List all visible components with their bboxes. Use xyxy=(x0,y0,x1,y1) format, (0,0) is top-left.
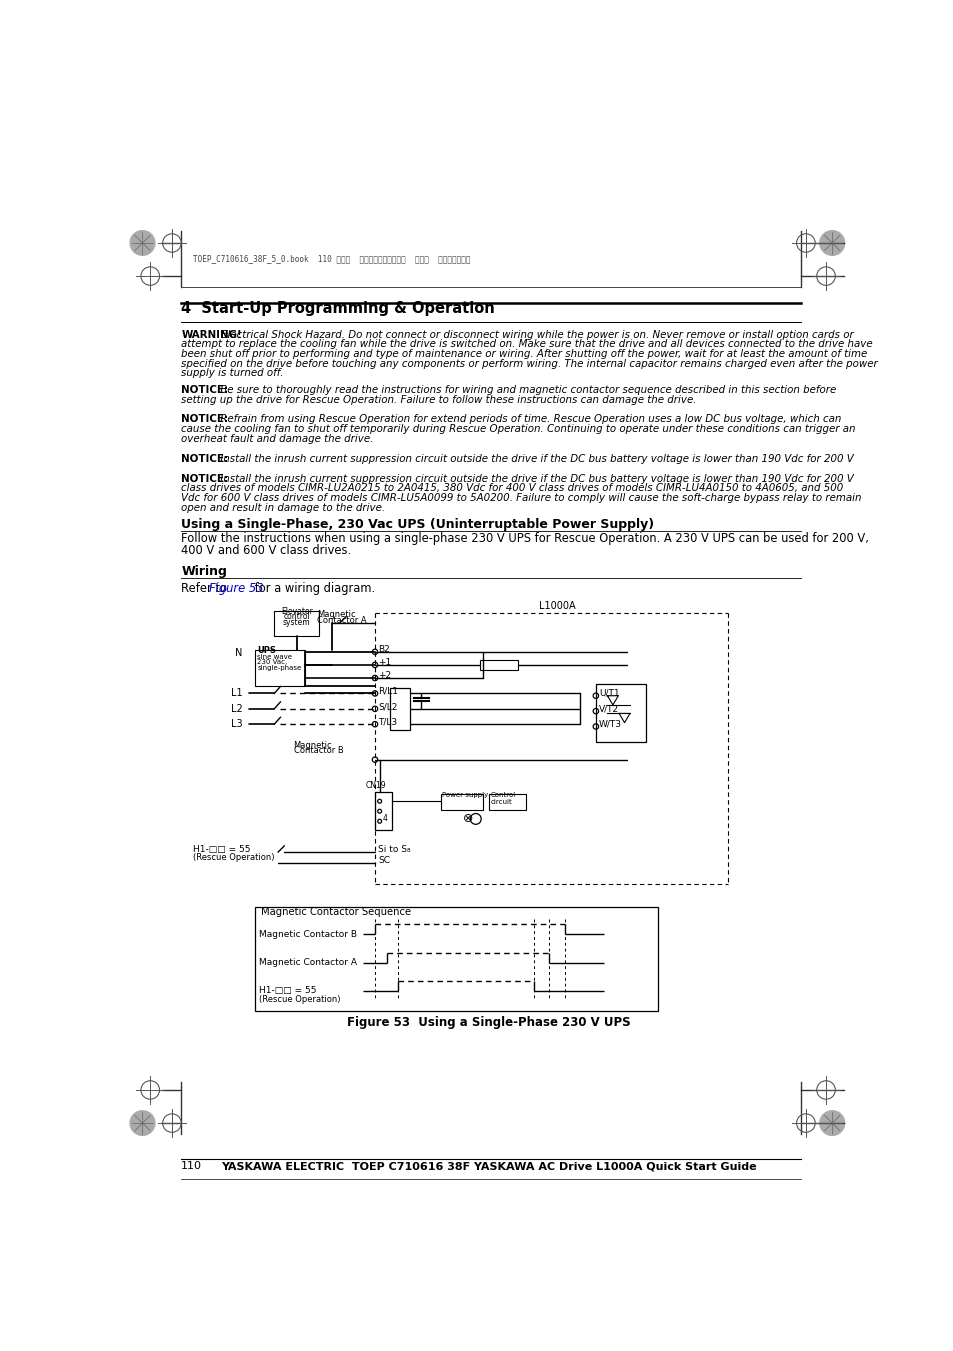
Text: 110: 110 xyxy=(181,1162,202,1171)
Text: 4  Start-Up Programming & Operation: 4 Start-Up Programming & Operation xyxy=(181,301,495,316)
Text: Magnetic: Magnetic xyxy=(294,742,332,750)
Text: NOTICE:: NOTICE: xyxy=(181,454,228,465)
Text: UPS: UPS xyxy=(257,646,275,655)
Text: S/L2: S/L2 xyxy=(377,703,397,711)
Text: Contactor B: Contactor B xyxy=(294,747,343,755)
Text: Elevator: Elevator xyxy=(280,607,313,616)
Text: B2: B2 xyxy=(377,644,390,654)
Text: YASKAWA ELECTRIC  TOEP C710616 38F YASKAWA AC Drive L1000A Quick Start Guide: YASKAWA ELECTRIC TOEP C710616 38F YASKAW… xyxy=(221,1162,756,1171)
Bar xyxy=(254,908,658,1012)
Text: overheat fault and damage the drive.: overheat fault and damage the drive. xyxy=(181,434,374,443)
Text: +1: +1 xyxy=(377,658,391,667)
Text: Si to S₈: Si to S₈ xyxy=(377,846,411,854)
Text: ⊗: ⊗ xyxy=(462,812,473,825)
Text: Magnetic Contactor A: Magnetic Contactor A xyxy=(258,958,356,967)
Text: +2: +2 xyxy=(377,671,391,680)
Text: CN19: CN19 xyxy=(365,781,386,790)
Text: V/T2: V/T2 xyxy=(598,704,618,713)
Bar xyxy=(479,659,517,670)
Text: circuit: circuit xyxy=(490,800,512,805)
Text: supply is turned off.: supply is turned off. xyxy=(181,369,283,378)
Text: Electrical Shock Hazard. Do not connect or disconnect wiring while the power is : Electrical Shock Hazard. Do not connect … xyxy=(220,330,853,339)
Text: specified on the drive before touching any components or perform wiring. The int: specified on the drive before touching a… xyxy=(181,358,877,369)
Text: Wiring: Wiring xyxy=(181,565,227,578)
Text: L2: L2 xyxy=(231,704,242,713)
Text: L3: L3 xyxy=(231,719,242,730)
Circle shape xyxy=(130,231,154,255)
Circle shape xyxy=(130,1111,154,1135)
Text: NOTICE:: NOTICE: xyxy=(181,415,228,424)
Text: NOTICE:: NOTICE: xyxy=(181,385,228,394)
Text: Figure 53  Using a Single-Phase 230 V UPS: Figure 53 Using a Single-Phase 230 V UPS xyxy=(347,1016,630,1029)
Text: Figure 53: Figure 53 xyxy=(209,582,263,594)
Text: H1-□□ = 55: H1-□□ = 55 xyxy=(193,844,250,854)
Circle shape xyxy=(819,231,843,255)
Text: (Rescue Operation): (Rescue Operation) xyxy=(193,852,274,862)
Text: TOEP_C710616_38F_5_0.book  110 ページ  ２０１３年１２月４日  水曜日  午前９時５６分: TOEP_C710616_38F_5_0.book 110 ページ ２０１３年１… xyxy=(193,254,470,262)
Text: Contactor A: Contactor A xyxy=(316,616,366,624)
Text: setting up the drive for Rescue Operation. Failure to follow these instructions : setting up the drive for Rescue Operatio… xyxy=(181,394,696,405)
Text: open and result in damage to the drive.: open and result in damage to the drive. xyxy=(181,503,385,512)
Text: sine wave: sine wave xyxy=(257,654,292,659)
Text: 230 Vac,: 230 Vac, xyxy=(257,659,287,665)
Text: for a wiring diagram.: for a wiring diagram. xyxy=(251,582,375,594)
Text: control: control xyxy=(283,612,310,621)
Bar xyxy=(274,611,319,636)
Text: 4: 4 xyxy=(382,815,387,823)
Bar xyxy=(254,650,305,686)
Text: L1000A: L1000A xyxy=(538,601,575,612)
Text: 400 V and 600 V class drives.: 400 V and 600 V class drives. xyxy=(181,544,351,557)
Text: Refrain from using Rescue Operation for extend periods of time. Rescue Operation: Refrain from using Rescue Operation for … xyxy=(216,415,841,424)
Text: L1: L1 xyxy=(231,689,242,698)
Text: Magnetic Contactor Sequence: Magnetic Contactor Sequence xyxy=(261,907,411,917)
Text: (Rescue Operation): (Rescue Operation) xyxy=(258,994,340,1004)
Text: Power supply: Power supply xyxy=(442,793,488,798)
Text: R/L1: R/L1 xyxy=(377,686,397,696)
Text: Control: Control xyxy=(490,793,516,798)
Text: attempt to replace the cooling fan while the drive is switched on. Make sure tha: attempt to replace the cooling fan while… xyxy=(181,339,872,350)
Text: Follow the instructions when using a single-phase 230 V UPS for Rescue Operation: Follow the instructions when using a sin… xyxy=(181,532,868,546)
Text: Vdc for 600 V class drives of models CIMR-LU5A0099 to 5A0200. Failure to comply : Vdc for 600 V class drives of models CIM… xyxy=(181,493,861,503)
Text: Using a Single-Phase, 230 Vac UPS (Uninterruptable Power Supply): Using a Single-Phase, 230 Vac UPS (Unint… xyxy=(181,517,654,531)
Text: Install the inrush current suppression circuit outside the drive if the DC bus b: Install the inrush current suppression c… xyxy=(216,454,853,465)
Text: NOTICE:: NOTICE: xyxy=(181,474,228,484)
Text: Refer to: Refer to xyxy=(181,582,231,594)
Text: WARNING!: WARNING! xyxy=(181,330,242,339)
Text: N: N xyxy=(234,648,242,658)
Text: T/L3: T/L3 xyxy=(377,717,396,727)
Text: single-phase: single-phase xyxy=(257,665,301,670)
Text: been shut off prior to performing and type of maintenance or wiring. After shutt: been shut off prior to performing and ty… xyxy=(181,349,866,359)
Text: SC: SC xyxy=(377,857,390,865)
Text: cause the cooling fan to shut off temporarily during Rescue Operation. Continuin: cause the cooling fan to shut off tempor… xyxy=(181,424,855,434)
Text: W/T3: W/T3 xyxy=(598,720,621,728)
Text: H1-□□ = 55: H1-□□ = 55 xyxy=(258,986,315,996)
Bar xyxy=(488,793,525,811)
Text: Magnetic: Magnetic xyxy=(316,611,355,619)
Text: Magnetic Contactor B: Magnetic Contactor B xyxy=(258,929,356,939)
Bar xyxy=(375,792,392,831)
Text: U/T1: U/T1 xyxy=(598,689,618,698)
Text: system: system xyxy=(283,617,311,627)
Text: class drives of models CIMR-LU2A0215 to 2A0415, 380 Vdc for 400 V class drives o: class drives of models CIMR-LU2A0215 to … xyxy=(181,484,842,493)
Bar xyxy=(596,684,645,742)
Bar xyxy=(390,688,410,731)
Circle shape xyxy=(819,1111,843,1135)
Text: Install the inrush current suppression circuit outside the drive if the DC bus b: Install the inrush current suppression c… xyxy=(216,474,853,484)
Bar xyxy=(440,793,483,811)
Text: Be sure to thoroughly read the instructions for wiring and magnetic contactor se: Be sure to thoroughly read the instructi… xyxy=(216,385,835,394)
